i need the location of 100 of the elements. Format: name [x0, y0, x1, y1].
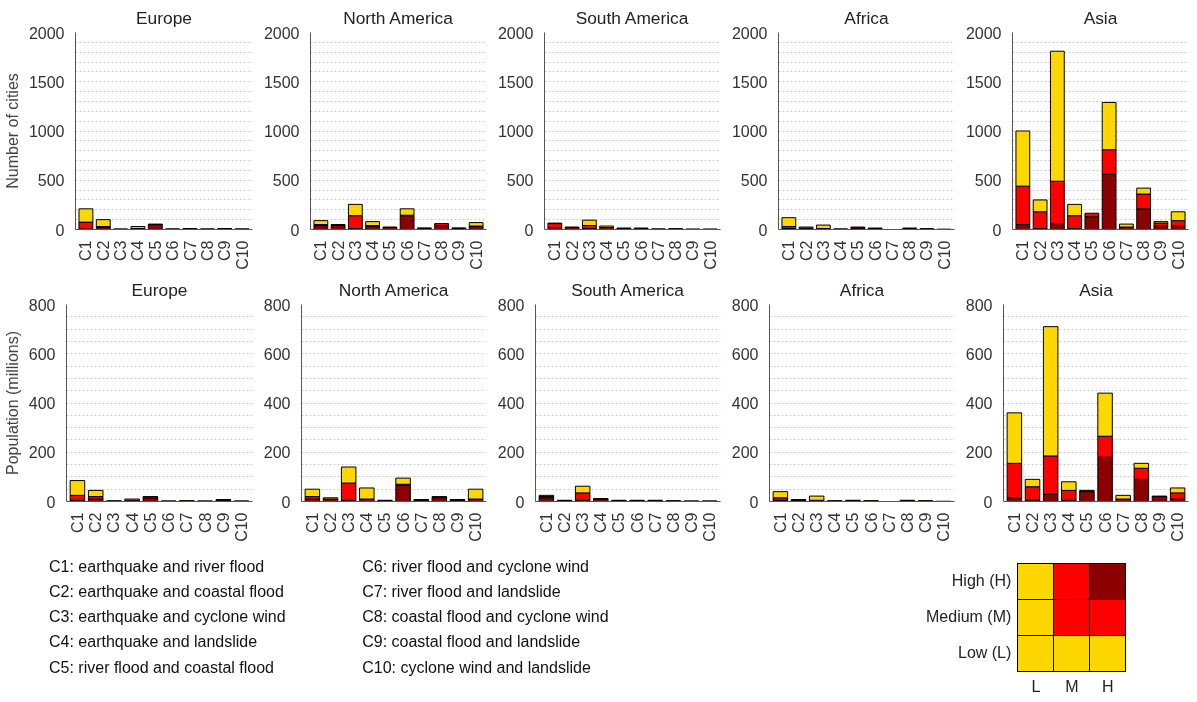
- y-tick-label: 2000: [965, 24, 1002, 42]
- x-tick-label: C7: [412, 512, 430, 533]
- x-tick-label: C2: [1024, 512, 1042, 533]
- chart-title: Asia: [1083, 7, 1118, 28]
- x-tick-label: C6: [1100, 240, 1118, 261]
- x-tick-label: C2: [556, 512, 574, 533]
- y-tick-label: 600: [497, 345, 525, 363]
- x-tick-label: C4: [1060, 512, 1078, 533]
- text: C2: earthquake and coastal flood: [49, 583, 284, 600]
- x-tick-label: C3: [580, 240, 598, 261]
- x-tick-label: C10: [467, 512, 485, 542]
- x-tick-label: C9: [684, 240, 702, 261]
- y-tick-label: 600: [28, 345, 56, 363]
- x-tick-label: C8: [1132, 512, 1150, 533]
- x-tick-label: C3: [574, 512, 592, 533]
- x-tick-label: C8: [664, 512, 682, 533]
- chart-title: North America: [343, 7, 454, 28]
- chart-title: South America: [575, 7, 689, 28]
- x-tick-label: C2: [563, 240, 581, 261]
- y-tick-label: 2000: [497, 24, 534, 42]
- x-tick-label: C1: [77, 240, 95, 261]
- x-tick-label: C3: [808, 512, 826, 533]
- text: C8: coastal flood and cyclone wind: [362, 608, 609, 626]
- x-tick-label: C2: [94, 240, 112, 261]
- x-tick-label: C3: [1042, 512, 1060, 533]
- x-tick-label: C3: [112, 240, 130, 261]
- x-tick-label: C6: [398, 240, 416, 261]
- x-tick-label: C1: [68, 512, 86, 533]
- y-tick-label: 0: [749, 493, 759, 511]
- y-tick-label: 1500: [263, 73, 300, 91]
- x-tick-label: C10: [935, 240, 953, 270]
- y-axis-title: Population (millions): [3, 330, 21, 476]
- y-tick-label: 500: [272, 172, 300, 190]
- x-tick-label: C2: [797, 240, 815, 261]
- y-tick-label: 1500: [731, 73, 768, 91]
- y-tick-label: 1000: [263, 123, 300, 140]
- chart-title: Europe: [131, 279, 188, 300]
- x-tick-label: C6: [628, 512, 646, 533]
- x-tick-label: C9: [1152, 240, 1170, 261]
- x-tick-label: C7: [1114, 512, 1132, 533]
- x-tick-label: C6: [862, 512, 880, 533]
- chart-title: Europe: [136, 7, 192, 28]
- y-tick-label: 0: [515, 493, 525, 511]
- text: C5: river flood and coastal flood: [49, 658, 275, 676]
- x-tick-label: C4: [598, 240, 616, 261]
- x-tick-label: C7: [178, 512, 196, 533]
- x-tick-label: C5: [849, 240, 867, 261]
- x-tick-label: C9: [916, 512, 934, 533]
- x-tick-label: C9: [682, 512, 700, 533]
- text: C10: cyclone wind and landslide: [362, 658, 591, 676]
- y-tick-label: 1000: [497, 123, 534, 140]
- category-label: Low (L): [957, 644, 1012, 662]
- x-tick-label: C7: [883, 240, 901, 261]
- x-tick-label: C10: [935, 512, 953, 542]
- x-tick-label: C8: [1135, 240, 1153, 261]
- chart-title: Africa: [839, 279, 885, 300]
- x-tick-label: C3: [1048, 240, 1066, 261]
- y-tick-label: 0: [524, 221, 534, 239]
- x-tick-label: C1: [771, 512, 789, 533]
- y-tick-label: 600: [731, 345, 759, 363]
- x-tick-label: C3: [340, 512, 358, 533]
- y-tick-label: 400: [28, 395, 56, 412]
- x-tick-label: C6: [394, 512, 412, 533]
- y-tick-label: 200: [263, 444, 291, 462]
- text: C6: river flood and cyclone wind: [362, 557, 589, 575]
- y-tick-label: 200: [28, 444, 56, 462]
- y-tick-label: 1500: [28, 73, 65, 91]
- x-tick-label: C4: [832, 240, 850, 261]
- x-tick-label: C8: [430, 512, 448, 533]
- x-tick-label: C5: [1078, 512, 1096, 533]
- y-tick-label: 800: [731, 296, 759, 314]
- x-tick-label: C2: [329, 240, 347, 261]
- x-tick-label: C9: [216, 240, 234, 261]
- x-tick-label: C4: [364, 240, 382, 261]
- y-tick-label: 500: [974, 172, 1002, 190]
- x-tick-label: C4: [592, 512, 610, 533]
- x-tick-label: C1: [780, 240, 798, 261]
- y-tick-label: 2000: [28, 24, 65, 42]
- x-tick-label: C9: [918, 240, 936, 261]
- x-tick-label: C4: [826, 512, 844, 533]
- text: C1: earthquake and river flood: [49, 557, 265, 575]
- chart-title: North America: [338, 279, 449, 300]
- y-tick-label: 0: [983, 493, 993, 511]
- y-axis-title: Number of cities: [3, 73, 21, 189]
- x-tick-label: C10: [701, 240, 719, 270]
- y-tick-label: 0: [55, 221, 65, 239]
- x-tick-label: C6: [160, 512, 178, 533]
- y-tick-label: 200: [731, 444, 759, 462]
- x-tick-label: C4: [358, 512, 376, 533]
- y-tick-label: 0: [46, 493, 56, 511]
- category-label: M: [1064, 677, 1080, 697]
- x-tick-label: C10: [1169, 512, 1187, 542]
- y-tick-label: 500: [506, 172, 534, 190]
- x-tick-label: C6: [866, 240, 884, 261]
- x-tick-label: C1: [537, 512, 555, 533]
- x-tick-label: C1: [1014, 240, 1032, 261]
- x-tick-label: C9: [214, 512, 232, 533]
- x-tick-label: C9: [450, 240, 468, 261]
- x-tick-label: C9: [1150, 512, 1168, 533]
- x-tick-label: C7: [181, 240, 199, 261]
